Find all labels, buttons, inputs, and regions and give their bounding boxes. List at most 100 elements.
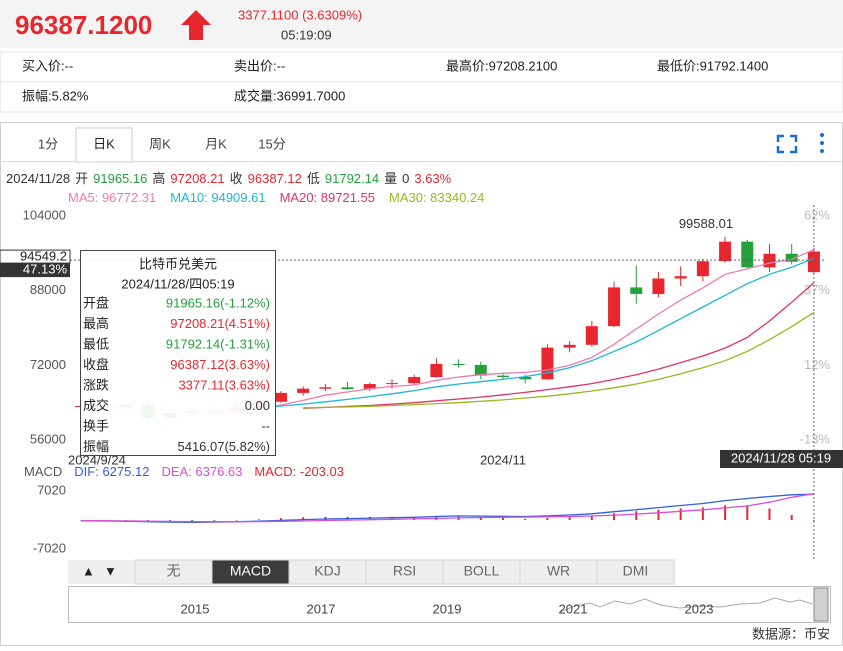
- ohlc-line-piece: 量: [384, 171, 397, 186]
- macd-legend-item: MACD: [24, 464, 62, 479]
- macd-bar: [657, 509, 660, 520]
- navigator-year: 2019: [433, 601, 462, 616]
- tooltip-value: 0.00: [245, 398, 270, 413]
- macd-bar: [679, 508, 682, 520]
- macd-bar: [724, 505, 727, 520]
- macd-bar: [701, 507, 704, 520]
- indicator-tab[interactable]: BOLL: [464, 563, 500, 579]
- ma-line-path: [303, 311, 815, 409]
- macd-bar: [746, 505, 749, 520]
- ma-line-path: [258, 257, 815, 409]
- candle-body: [563, 344, 576, 348]
- macd-line: [81, 493, 815, 523]
- macd-legend-item: DEA: 6376.63: [161, 464, 242, 479]
- indicator-tab-bg[interactable]: [519, 559, 598, 585]
- indicator-tab-bg[interactable]: [211, 559, 290, 585]
- x-tick-label: 2024/11: [480, 452, 526, 467]
- tooltip-label: 换手: [83, 418, 109, 433]
- tooltip-value: 5416.07(5.82%): [177, 439, 270, 454]
- quote-field: 卖出价:--: [234, 58, 285, 73]
- crosshair-date-box: [720, 450, 843, 468]
- macd-bar: [568, 517, 571, 520]
- navigator-year: 2021: [559, 601, 588, 616]
- macd-legend-item: MACD: -203.03: [254, 464, 344, 479]
- candle-body: [408, 377, 421, 384]
- indicator-tab-bg[interactable]: [134, 559, 213, 585]
- ohlc-line-piece: 开: [75, 171, 88, 186]
- y2-tick-label: -13%: [800, 432, 831, 447]
- macd-bar: [191, 520, 194, 522]
- navigator-sparkline: [559, 597, 813, 613]
- ohlc-line: 2024/11/28 开 91965.16 高 97208.21 收 96387.12 低 91…: [6, 171, 452, 186]
- tooltip-label: 振幅: [83, 439, 109, 454]
- tooltip-value: --: [261, 418, 270, 433]
- navigator: [68, 586, 831, 623]
- indicator-tab[interactable]: 无: [167, 563, 181, 579]
- macd-bar: [257, 519, 260, 520]
- tooltip-value: 3377.11(3.63%): [178, 377, 270, 392]
- tooltip-label: 最高: [83, 316, 109, 331]
- candle-body: [608, 287, 621, 327]
- ohlc-line-piece: 96387.12: [248, 171, 302, 186]
- macd-bar: [613, 513, 616, 520]
- candle-body: [319, 387, 332, 389]
- tooltip-label: 涨跌: [83, 377, 109, 392]
- y-tick-label: 104000: [23, 207, 66, 222]
- down-button[interactable]: ▼: [104, 563, 117, 578]
- tooltip-value: 91792.14(-1.31%): [166, 336, 270, 351]
- macd-bar: [635, 511, 638, 520]
- macd-bar: [768, 508, 771, 520]
- indicator-tab-bg[interactable]: [365, 559, 444, 585]
- navigator-handle[interactable]: [813, 587, 829, 622]
- crosshair-date: 2024/11/28 05:19: [731, 450, 831, 465]
- ma-line-piece: MA5: 96772.31: [68, 190, 156, 205]
- macd-bar: [279, 518, 282, 520]
- tooltip-value: 96387.12(3.63%): [170, 357, 270, 372]
- indicator-tab[interactable]: MACD: [230, 563, 271, 579]
- candle-body: [497, 375, 510, 378]
- tooltip-date: 2024/11/28/四05:19: [121, 276, 234, 291]
- tooltip-label: 成交: [83, 398, 109, 413]
- crosshair-percent: 47.13%: [23, 262, 68, 277]
- tooltip-label: 最低: [83, 336, 109, 351]
- timeframe-tab[interactable]: 日K: [93, 136, 115, 151]
- candle-body: [741, 241, 754, 268]
- ohlc-line-piece: 91792.14: [325, 171, 379, 186]
- timeframe-tab[interactable]: 周K: [149, 136, 171, 151]
- macd-bar: [235, 520, 238, 521]
- candle-body: [297, 388, 310, 393]
- candle-body: [585, 326, 598, 345]
- indicator-tab[interactable]: WR: [547, 563, 570, 579]
- navigator-year: 2015: [181, 601, 210, 616]
- candle-body: [363, 384, 376, 390]
- quote-field: 买入价:--: [22, 58, 73, 73]
- price-change: 3377.1100 (3.6309%): [238, 7, 362, 22]
- quote-field: 振幅:5.82%: [22, 88, 89, 103]
- indicator-tab[interactable]: DMI: [623, 563, 649, 579]
- candle-body: [385, 383, 398, 385]
- candle-body: [341, 387, 354, 390]
- timeframe-tab[interactable]: 月K: [205, 136, 227, 151]
- timeframe-tab[interactable]: 15分: [258, 136, 285, 151]
- indicator-tab-bg[interactable]: [596, 559, 675, 585]
- macd-bar: [390, 516, 393, 520]
- macd-legend-item: DIF: 6275.12: [74, 464, 149, 479]
- ohlc-line-piece: 收: [230, 171, 243, 186]
- menu-icon[interactable]: [820, 133, 824, 153]
- tooltip-label: 开盘: [83, 295, 109, 310]
- candle-body: [652, 278, 665, 294]
- indicator-tab[interactable]: RSI: [393, 563, 416, 579]
- indicator-tab[interactable]: KDJ: [314, 563, 340, 579]
- tab-active-bg[interactable]: [75, 127, 133, 163]
- macd-bar: [479, 517, 482, 520]
- fullscreen-icon[interactable]: [776, 134, 798, 154]
- macd-legend: MACD DIF: 6275.12 DEA: 6376.63 MACD: -203.0…: [24, 464, 344, 479]
- ohlc-line-piece: 91965.16: [93, 171, 147, 186]
- x-tick-label: 2024/9/24: [68, 452, 126, 467]
- tooltip: [80, 250, 276, 456]
- ma-line-piece: MA20: 89721.55: [280, 190, 375, 205]
- macd-bar: [502, 518, 505, 520]
- up-button[interactable]: ▲: [82, 563, 95, 578]
- candle-body: [474, 364, 487, 376]
- timeframe-tab[interactable]: 1分: [38, 136, 58, 151]
